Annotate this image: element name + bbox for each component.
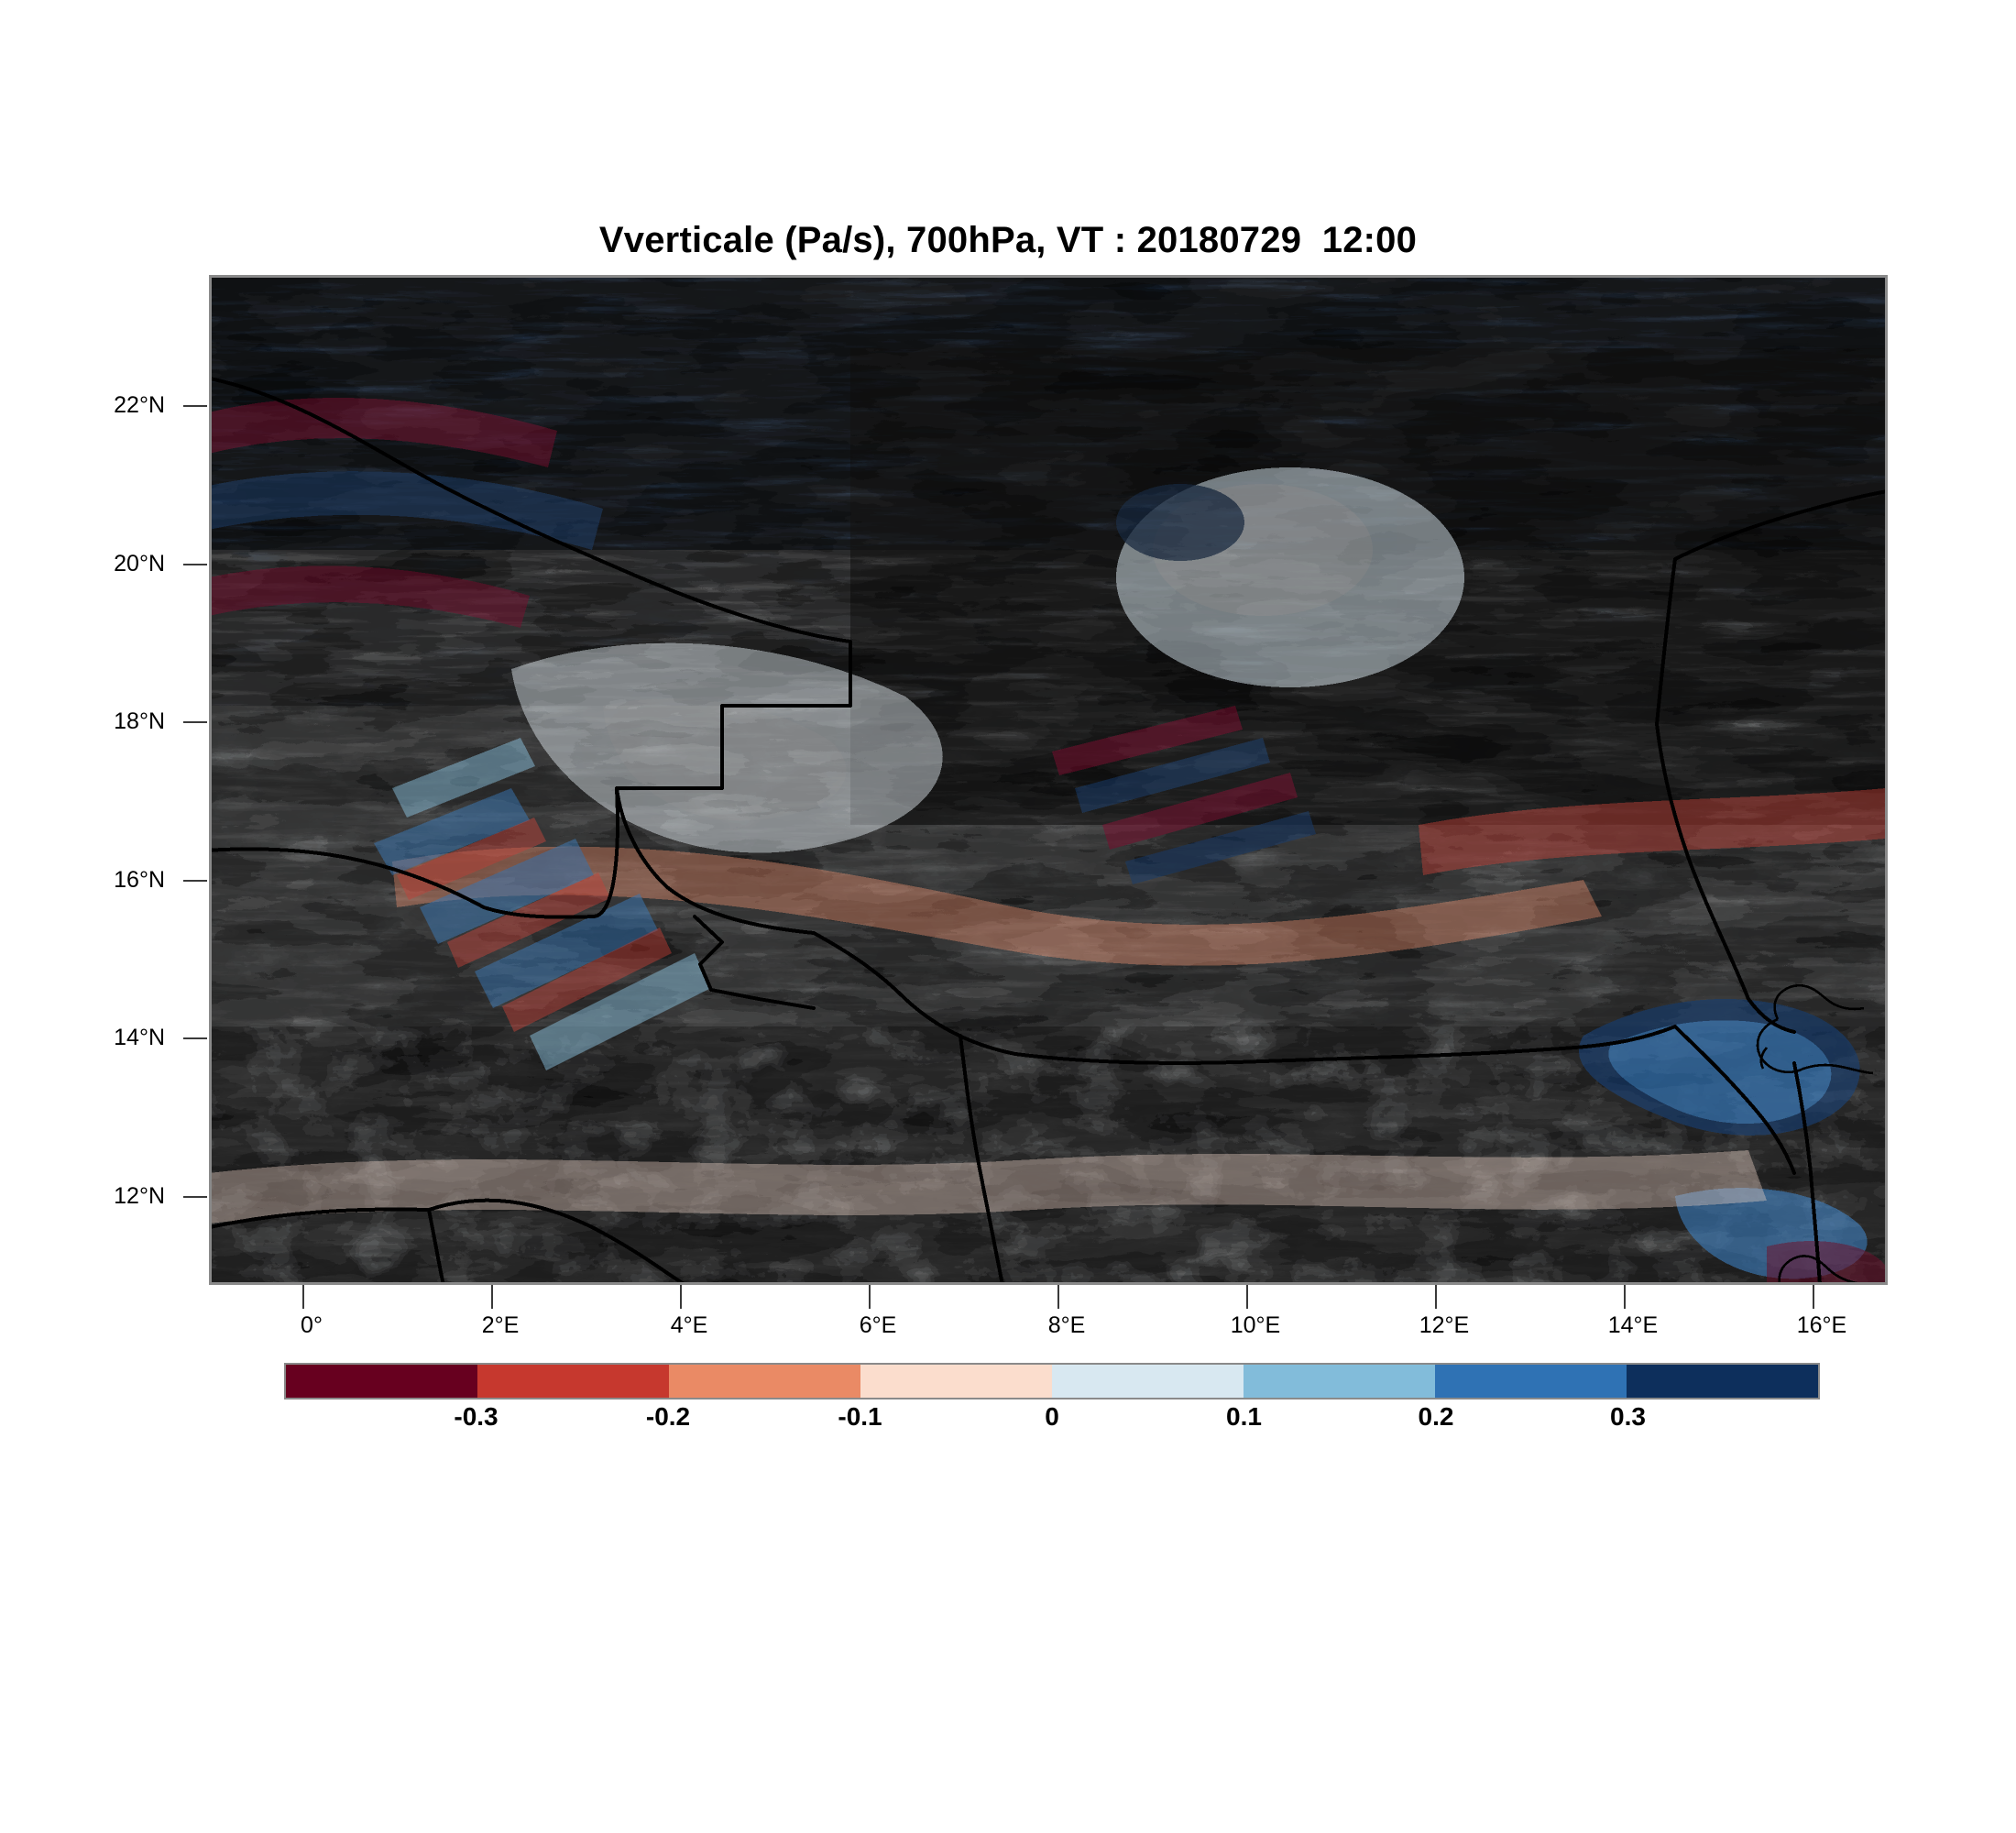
y-label-16N: 16°N xyxy=(114,867,165,893)
colorbar-band-6 xyxy=(1244,1365,1435,1398)
y-tick-12N xyxy=(183,1196,207,1198)
x-label-12E: 12°E xyxy=(1419,1312,1470,1338)
x-tick-10E xyxy=(1246,1285,1248,1309)
colorbar-band-2 xyxy=(477,1365,669,1398)
y-label-14N: 14°N xyxy=(114,1025,165,1050)
colorbar-band-8 xyxy=(1627,1365,1818,1398)
x-tick-8E xyxy=(1057,1285,1059,1309)
y-tick-20N xyxy=(183,564,207,565)
colorbar-label--0.1: -0.1 xyxy=(838,1402,882,1431)
x-label-16E: 16°E xyxy=(1796,1312,1847,1338)
y-label-22N: 22°N xyxy=(114,392,165,418)
lake-chad-shoreline xyxy=(1778,1255,1858,1282)
colorbar-label-0.1: 0.1 xyxy=(1226,1402,1262,1431)
x-label-14E: 14°E xyxy=(1607,1312,1659,1338)
y-tick-14N xyxy=(183,1037,207,1039)
x-tick-14E xyxy=(1624,1285,1626,1309)
y-label-12N: 12°N xyxy=(114,1183,165,1209)
x-tick-2E xyxy=(491,1285,493,1309)
x-label-10E: 10°E xyxy=(1230,1312,1281,1338)
x-tick-12E xyxy=(1435,1285,1437,1309)
colorbar-label-0: 0 xyxy=(1045,1402,1059,1431)
y-label-20N: 20°N xyxy=(114,551,165,576)
colorbar-band-7 xyxy=(1435,1365,1627,1398)
colorbar-band-5 xyxy=(1052,1365,1244,1398)
colorbar-band-4 xyxy=(860,1365,1052,1398)
lake-chad-shoreline-detail xyxy=(1756,983,1874,1075)
x-tick-6E xyxy=(869,1285,871,1309)
y-tick-16N xyxy=(183,880,207,882)
x-tick-16E xyxy=(1813,1285,1814,1309)
x-tick-4E xyxy=(680,1285,682,1309)
y-label-18N: 18°N xyxy=(114,708,165,734)
x-label-0: 0° xyxy=(301,1312,323,1338)
colorbar-label-0.3: 0.3 xyxy=(1610,1402,1646,1431)
y-tick-22N xyxy=(183,405,207,407)
colorbar-label--0.3: -0.3 xyxy=(454,1402,499,1431)
x-label-8E: 8°E xyxy=(1047,1312,1086,1338)
x-label-4E: 4°E xyxy=(670,1312,708,1338)
x-label-2E: 2°E xyxy=(481,1312,520,1338)
chart-title: Vverticale (Pa/s), 700hPa, VT : 20180729… xyxy=(598,220,1418,260)
colorbar-tick-labels: -0.3 -0.2 -0.1 0 0.1 0.2 0.3 xyxy=(284,1402,1820,1439)
x-tick-0 xyxy=(302,1285,304,1309)
y-tick-18N xyxy=(183,721,207,723)
colorbar-label-0.2: 0.2 xyxy=(1418,1402,1454,1431)
map-plot-area xyxy=(209,275,1888,1285)
colorbar-band-1 xyxy=(286,1365,477,1398)
x-label-6E: 6°E xyxy=(859,1312,897,1338)
colorbar-band-3 xyxy=(669,1365,860,1398)
colorbar-label--0.2: -0.2 xyxy=(645,1402,691,1431)
vertical-velocity-field xyxy=(212,278,1885,1282)
country-borders xyxy=(212,377,1885,1282)
colorbar xyxy=(284,1363,1820,1399)
